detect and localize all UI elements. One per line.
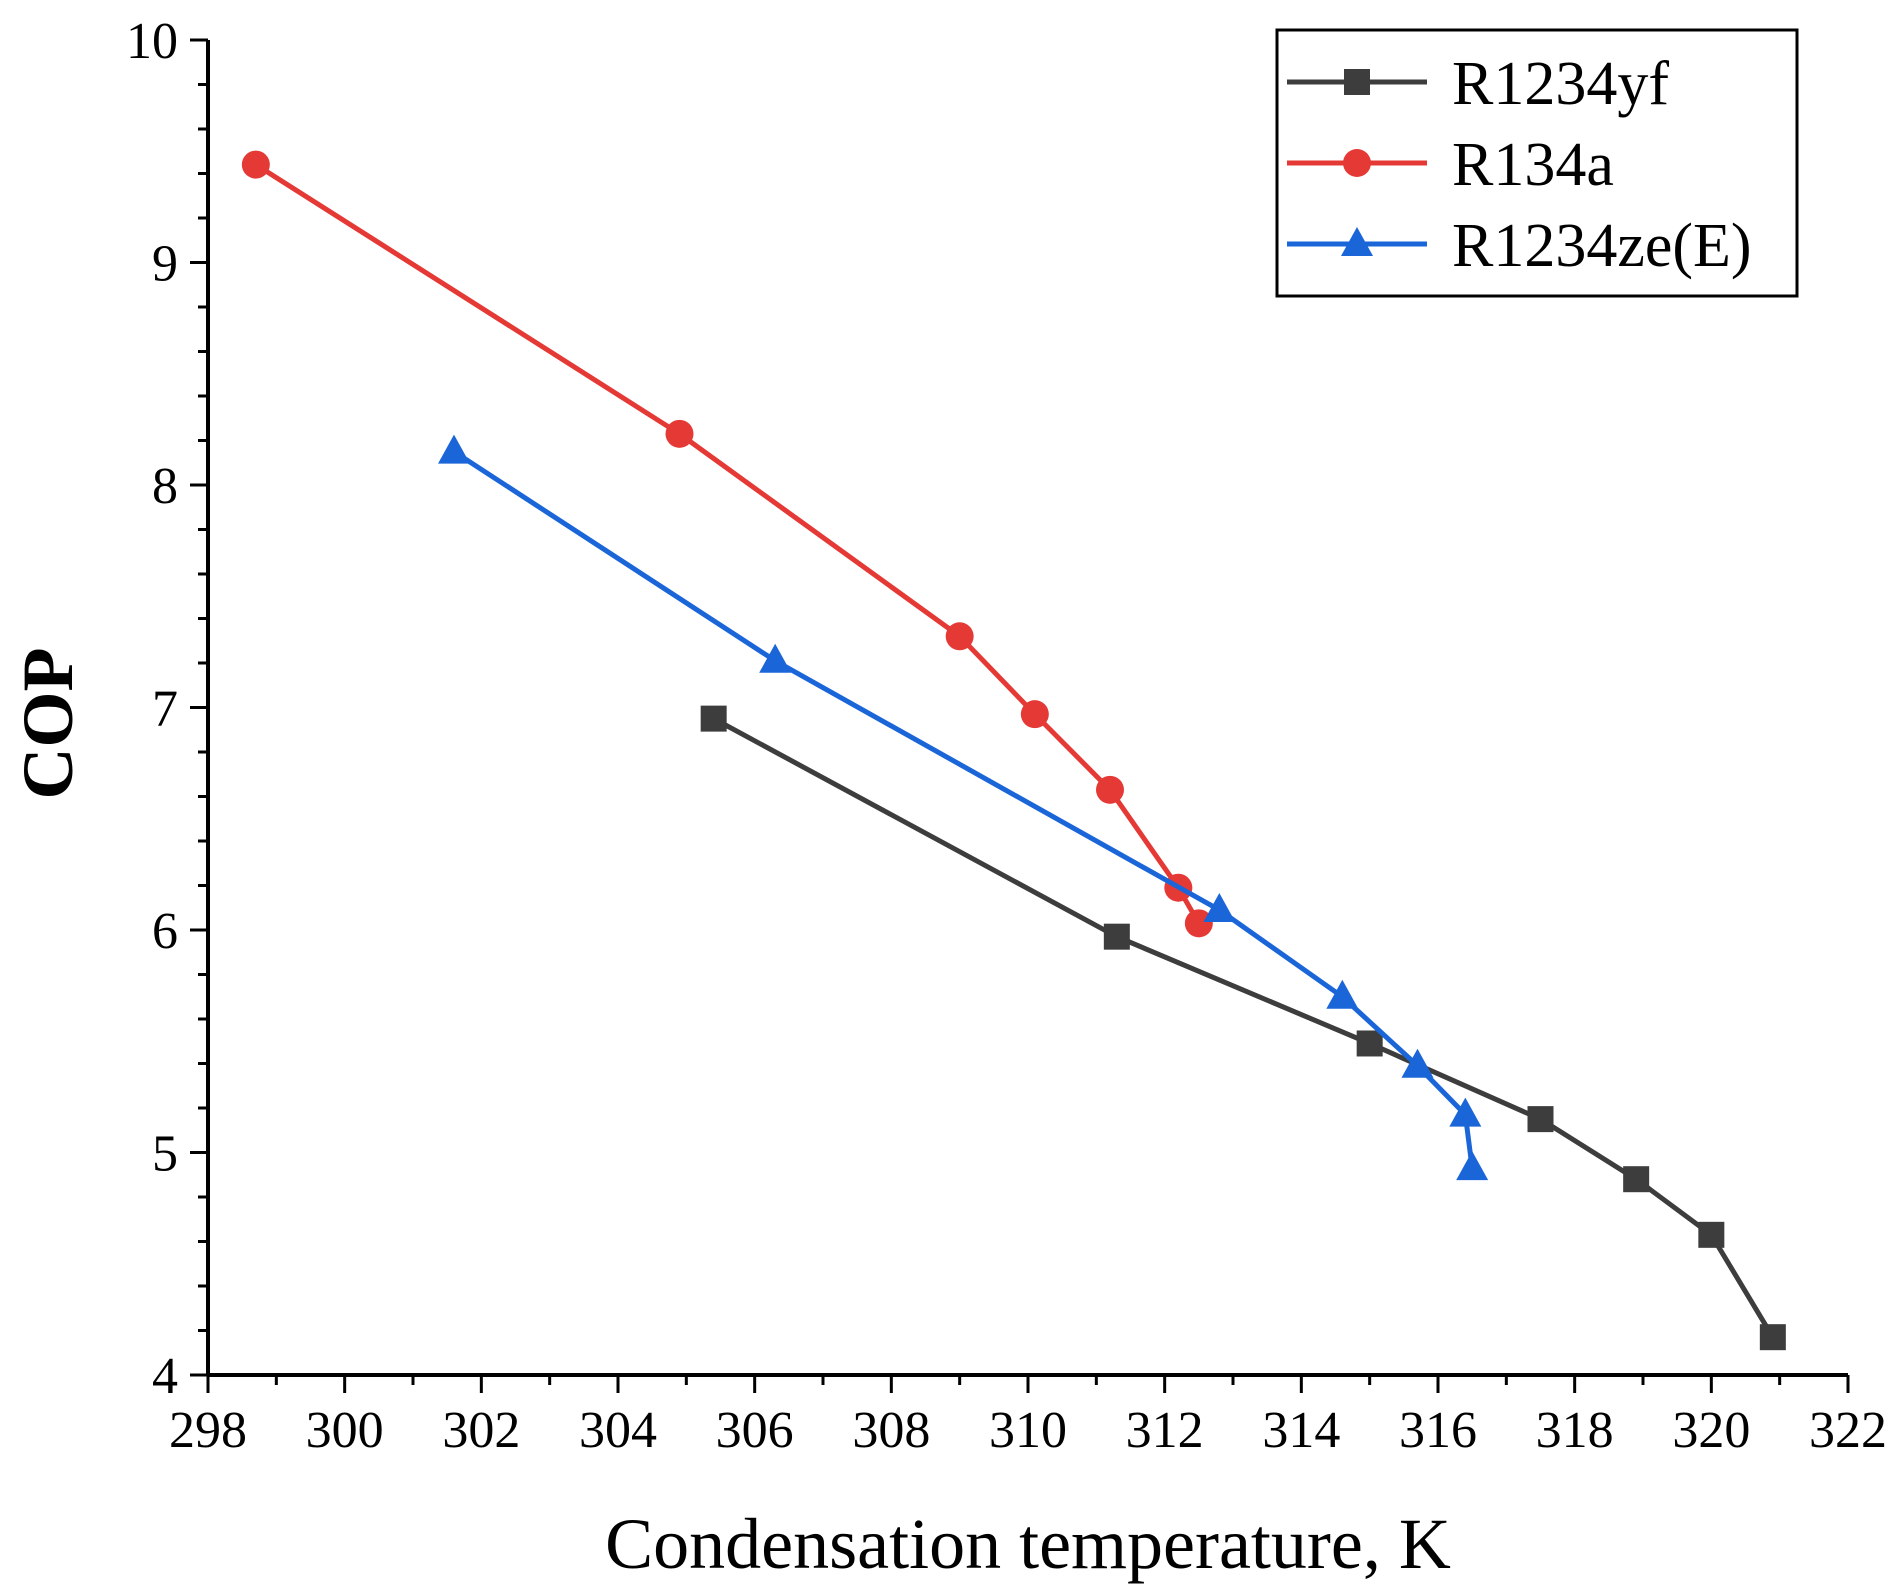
series-layer (241, 150, 1786, 1351)
data-point-r1234ze-e (1326, 979, 1359, 1009)
legend-marker-r1234ze-e (1341, 227, 1373, 256)
legend-label-r1234ze-e: R1234ze(E) (1452, 212, 1752, 280)
x-tick-label: 300 (306, 1402, 384, 1459)
series-r1234ze-e (438, 434, 1489, 1181)
data-point-r1234yf (700, 705, 727, 732)
series-line-r1234yf (712, 716, 1775, 1339)
x-tick-label: 302 (442, 1402, 520, 1459)
x-tick-label: 312 (1126, 1402, 1204, 1459)
data-point-r1234ze-e (1401, 1048, 1434, 1078)
data-point-r1234ze-e (1203, 892, 1236, 922)
x-tick-label: 308 (852, 1402, 930, 1459)
y-tick-label: 10 (126, 13, 178, 70)
x-tick-label: 316 (1399, 1402, 1477, 1459)
legend-marker-r134a (1343, 149, 1371, 177)
data-point-r1234ze-e (759, 643, 792, 673)
x-tick-label: 310 (989, 1402, 1067, 1459)
legend-label-r134a: R134a (1452, 131, 1614, 199)
series-line-r134a (254, 162, 1201, 925)
series-r1234yf (700, 705, 1786, 1351)
x-tick-label: 306 (716, 1402, 794, 1459)
data-point-r134a (1184, 909, 1213, 938)
legend: R1234yf R134a R1234ze(E) (1275, 28, 1799, 298)
data-point-r1234ze-e (438, 434, 470, 464)
series-line-r1234ze-e (452, 449, 1475, 1169)
series-r134a (241, 150, 1213, 938)
y-axis-title: COP (8, 648, 88, 800)
y-tick-label: 9 (152, 236, 178, 293)
legend-marker-r1234yf (1344, 69, 1370, 95)
x-tick-label: 314 (1262, 1402, 1340, 1459)
axes: 298 300 302 304 306 308 310 312 314 316 318 320 322 4… (126, 13, 1887, 1459)
y-tick-label: 5 (152, 1126, 178, 1183)
x-axis-title: Condensation temperature, K (605, 1504, 1451, 1584)
data-point-r1234yf (1527, 1106, 1554, 1133)
legend-label-r1234yf: R1234yf (1452, 50, 1669, 118)
data-point-r1234yf (1623, 1166, 1650, 1193)
y-tick-label: 8 (152, 458, 178, 515)
data-point-r134a (1096, 775, 1124, 804)
data-point-r1234yf (1103, 923, 1130, 950)
y-tick-label: 7 (152, 681, 178, 738)
data-point-r134a (241, 150, 270, 179)
data-point-r1234yf (1356, 1030, 1383, 1057)
data-point-r134a (1020, 700, 1049, 729)
x-tick-label: 320 (1672, 1402, 1750, 1459)
data-point-r134a (665, 419, 694, 448)
data-point-r1234ze-e (1456, 1151, 1489, 1181)
x-tick-label: 322 (1809, 1402, 1887, 1459)
x-tick-label: 304 (579, 1402, 657, 1459)
data-point-r1234yf (1759, 1324, 1786, 1351)
y-tick-label: 6 (152, 903, 178, 960)
data-point-r134a (945, 622, 974, 651)
data-point-r1234ze-e (1449, 1097, 1482, 1127)
x-tick-label: 298 (169, 1402, 247, 1459)
x-tick-label: 318 (1536, 1402, 1614, 1459)
data-point-r1234yf (1698, 1221, 1725, 1248)
y-tick-label: 4 (152, 1348, 178, 1405)
